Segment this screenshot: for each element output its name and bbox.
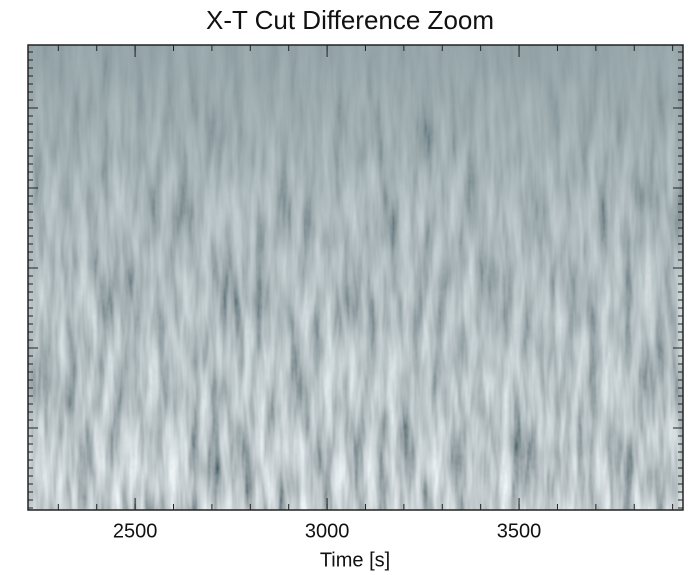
x-tick-label: 3500 xyxy=(497,520,542,542)
chart-title: X-T Cut Difference Zoom xyxy=(206,5,494,35)
plot-frame xyxy=(27,44,684,511)
x-axis-label: Time [s] xyxy=(320,549,390,571)
x-tick-label: 2500 xyxy=(113,520,158,542)
image-fade xyxy=(28,45,683,510)
image-plot xyxy=(28,45,683,510)
x-tick-label: 3000 xyxy=(305,520,350,542)
